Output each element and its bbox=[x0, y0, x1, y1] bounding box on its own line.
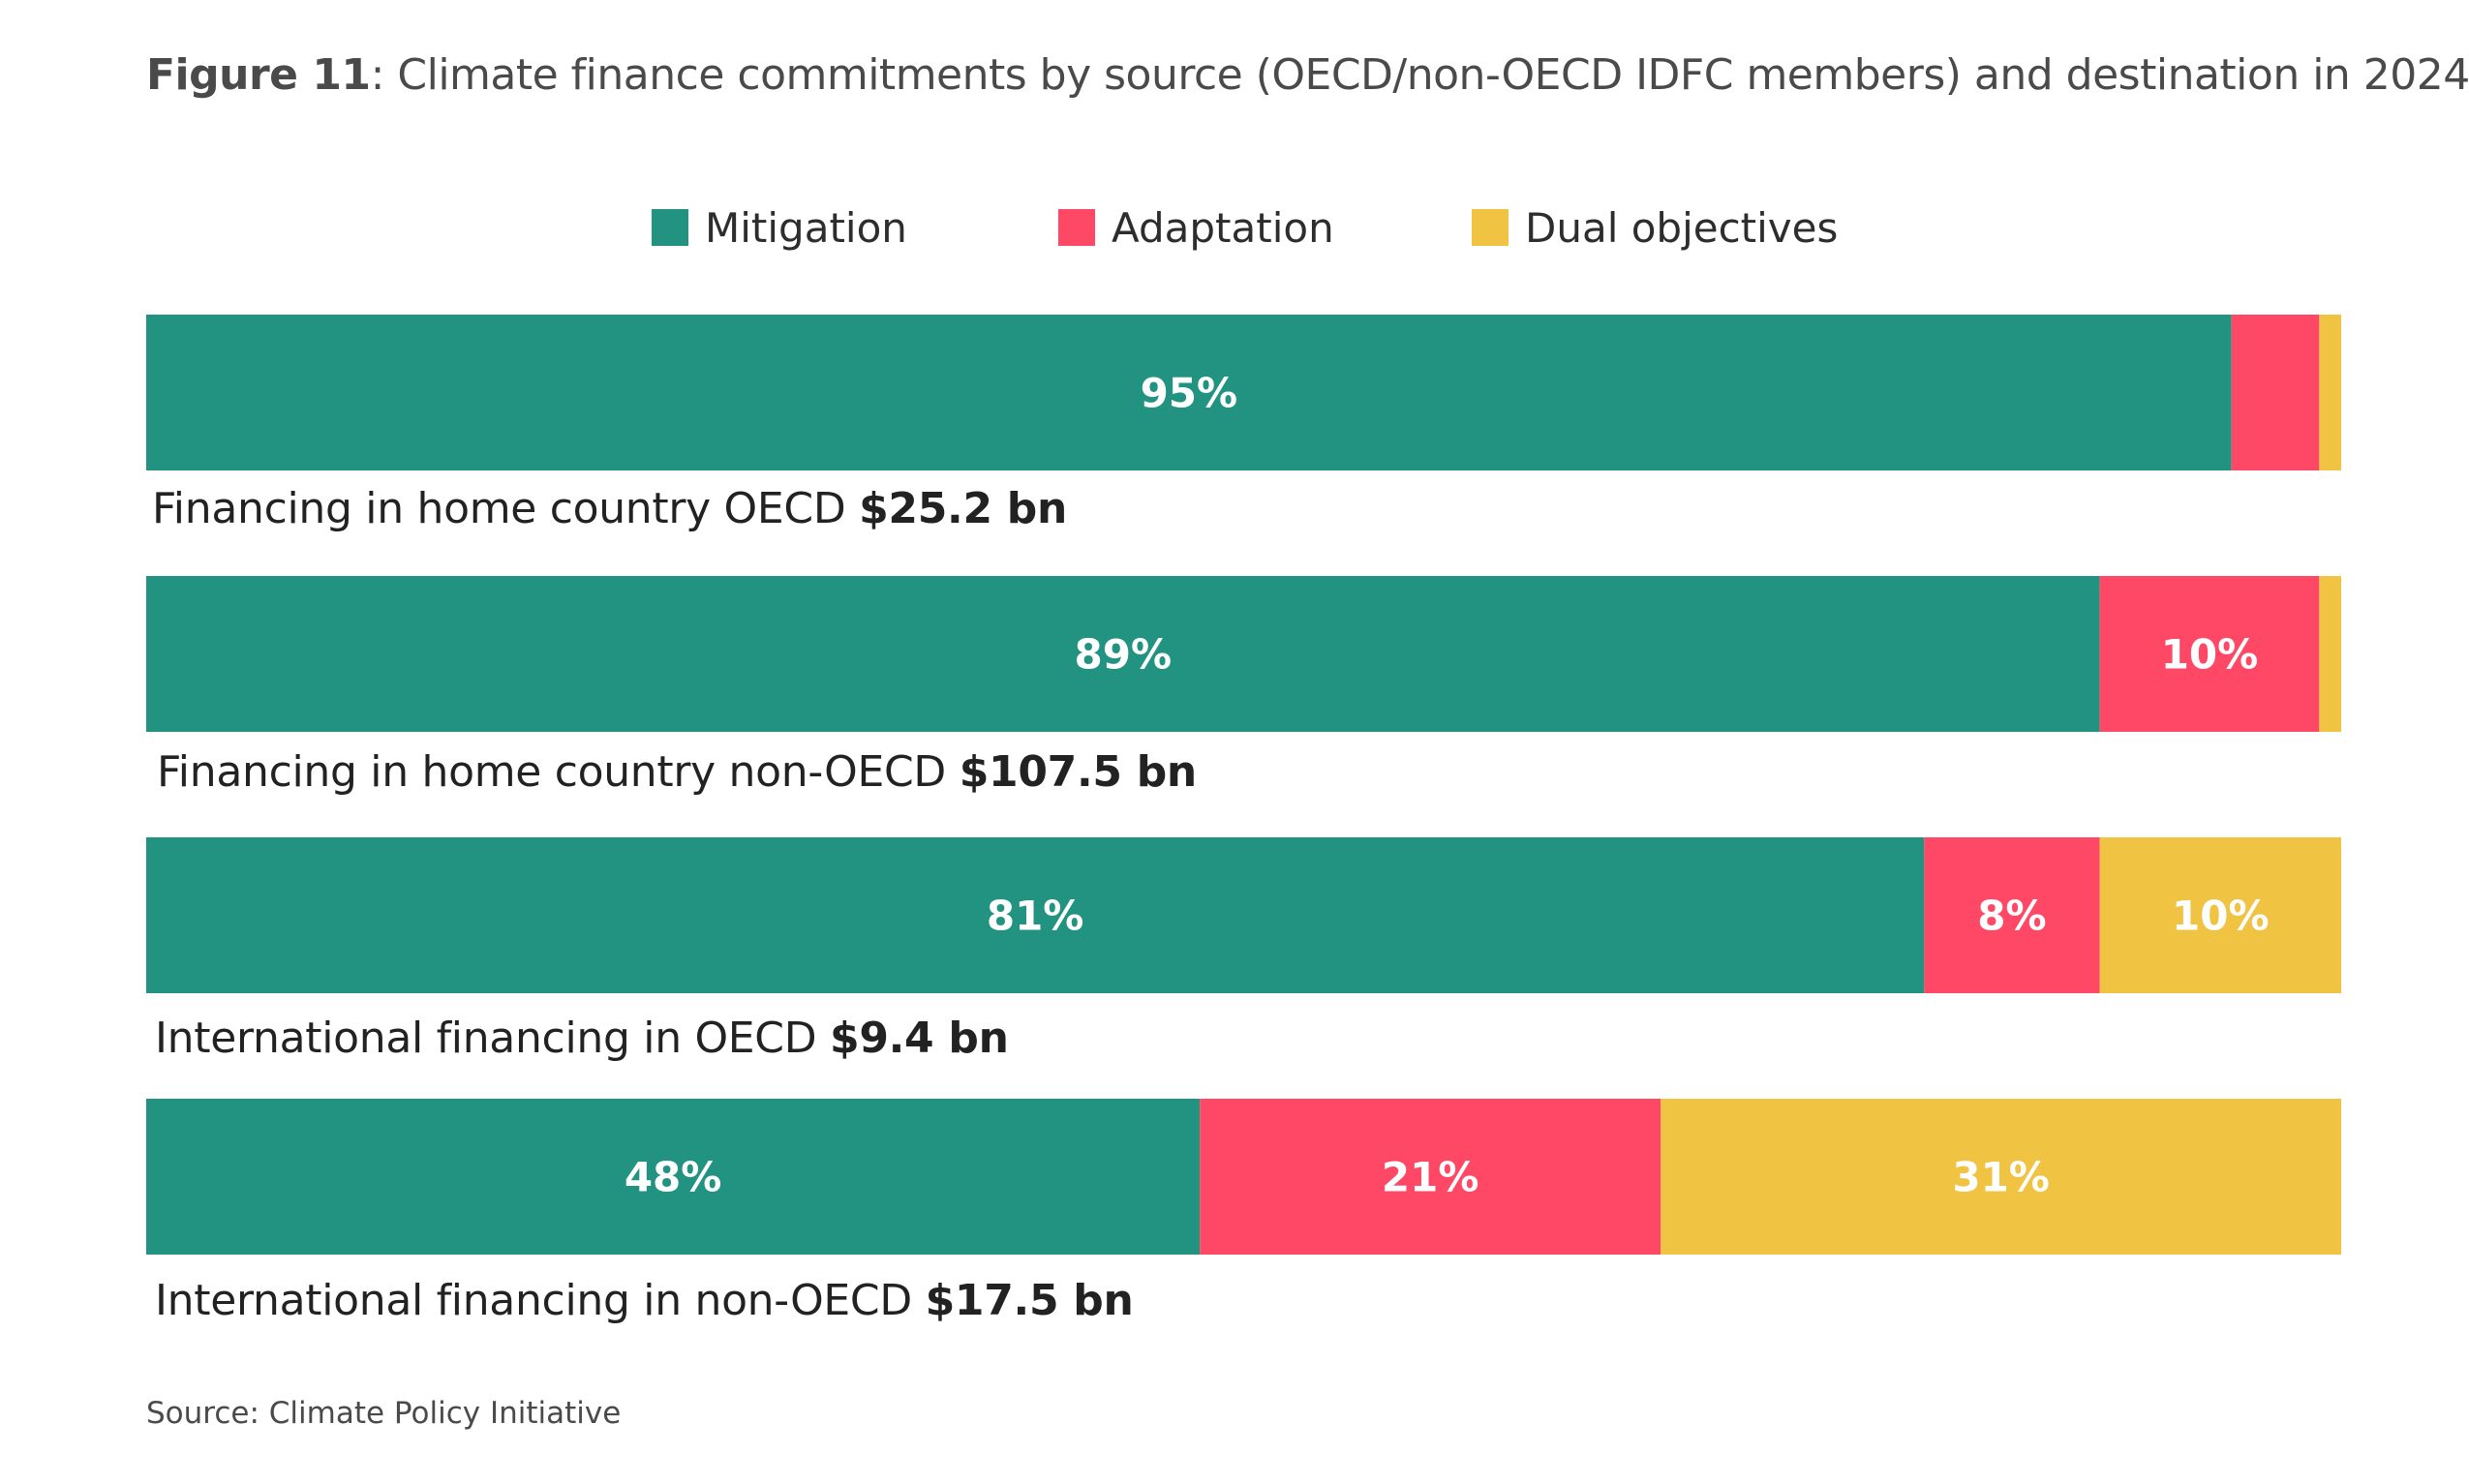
bar-segment-dual-objectives-0 bbox=[2319, 315, 2341, 470]
category-name: International financing in non-OECD bbox=[155, 1276, 926, 1325]
category-amount: $17.5 bn bbox=[925, 1276, 1134, 1325]
category-name: Financing in home country non-OECD bbox=[157, 747, 960, 797]
data-label-mitigation-1: 89% bbox=[1075, 631, 1173, 679]
legend-item-mitigation: Mitigation bbox=[652, 203, 907, 252]
data-label-mitigation-3: 48% bbox=[625, 1154, 722, 1201]
category-label-3: International financing in non-OECD $17.… bbox=[155, 1276, 1134, 1325]
legend-swatch-adaptation bbox=[1058, 209, 1095, 246]
bar-segment-dual-objectives-1 bbox=[2319, 576, 2341, 732]
category-amount: $9.4 bn bbox=[830, 1014, 1009, 1063]
data-label-adaptation-2: 8% bbox=[1977, 893, 2046, 940]
data-label-dual-objectives-2: 10% bbox=[2172, 893, 2270, 940]
data-label-dual-objectives-3: 31% bbox=[1952, 1154, 2050, 1201]
bar-segment-mitigation-3 bbox=[146, 1099, 1201, 1255]
legend-item-dual-objectives: Dual objectives bbox=[1472, 203, 1838, 252]
category-amount: $25.2 bn bbox=[859, 484, 1068, 533]
category-amount: $107.5 bn bbox=[959, 747, 1198, 797]
figure-title-text: : Climate finance commitments by source … bbox=[370, 50, 2469, 100]
legend-swatch-dual-objectives bbox=[1472, 209, 1509, 246]
category-name: International financing in OECD bbox=[155, 1014, 830, 1063]
chart-title: Figure 11: Climate finance commitments b… bbox=[146, 50, 2469, 100]
legend-swatch-mitigation bbox=[652, 209, 688, 246]
legend-label-dual-objectives: Dual objectives bbox=[1525, 203, 1839, 252]
data-label-adaptation-1: 10% bbox=[2161, 631, 2259, 679]
category-label-2: International financing in OECD $9.4 bn bbox=[155, 1014, 1009, 1063]
bar-segment-adaptation-0 bbox=[2231, 315, 2320, 470]
data-label-adaptation-3: 21% bbox=[1382, 1154, 1479, 1201]
legend-item-adaptation: Adaptation bbox=[1058, 203, 1334, 252]
legend: Mitigation Adaptation Dual objectives bbox=[0, 203, 2469, 252]
legend-label-mitigation: Mitigation bbox=[705, 203, 907, 252]
category-label-0: Financing in home country OECD $25.2 bn bbox=[152, 484, 1067, 533]
category-label-1: Financing in home country non-OECD $107.… bbox=[157, 747, 1197, 797]
source-note: Source: Climate Policy Initiative bbox=[146, 1396, 622, 1431]
bar-segment-dual-objectives-2 bbox=[2099, 837, 2341, 993]
bar-segment-dual-objectives-3 bbox=[1661, 1099, 2341, 1255]
bar-segment-adaptation-1 bbox=[2099, 576, 2320, 732]
bar-segment-adaptation-2 bbox=[1924, 837, 2100, 993]
bar-segment-mitigation-0 bbox=[146, 315, 2232, 470]
bar-segment-adaptation-3 bbox=[1200, 1099, 1661, 1255]
bar-segment-mitigation-1 bbox=[146, 576, 2100, 732]
figure-number: Figure 11 bbox=[146, 50, 371, 100]
legend-label-adaptation: Adaptation bbox=[1112, 203, 1334, 252]
data-label-mitigation-0: 95% bbox=[1141, 370, 1238, 417]
data-label-mitigation-2: 81% bbox=[987, 893, 1084, 940]
category-name: Financing in home country OECD bbox=[152, 484, 860, 533]
bar-segment-mitigation-2 bbox=[146, 837, 1925, 993]
